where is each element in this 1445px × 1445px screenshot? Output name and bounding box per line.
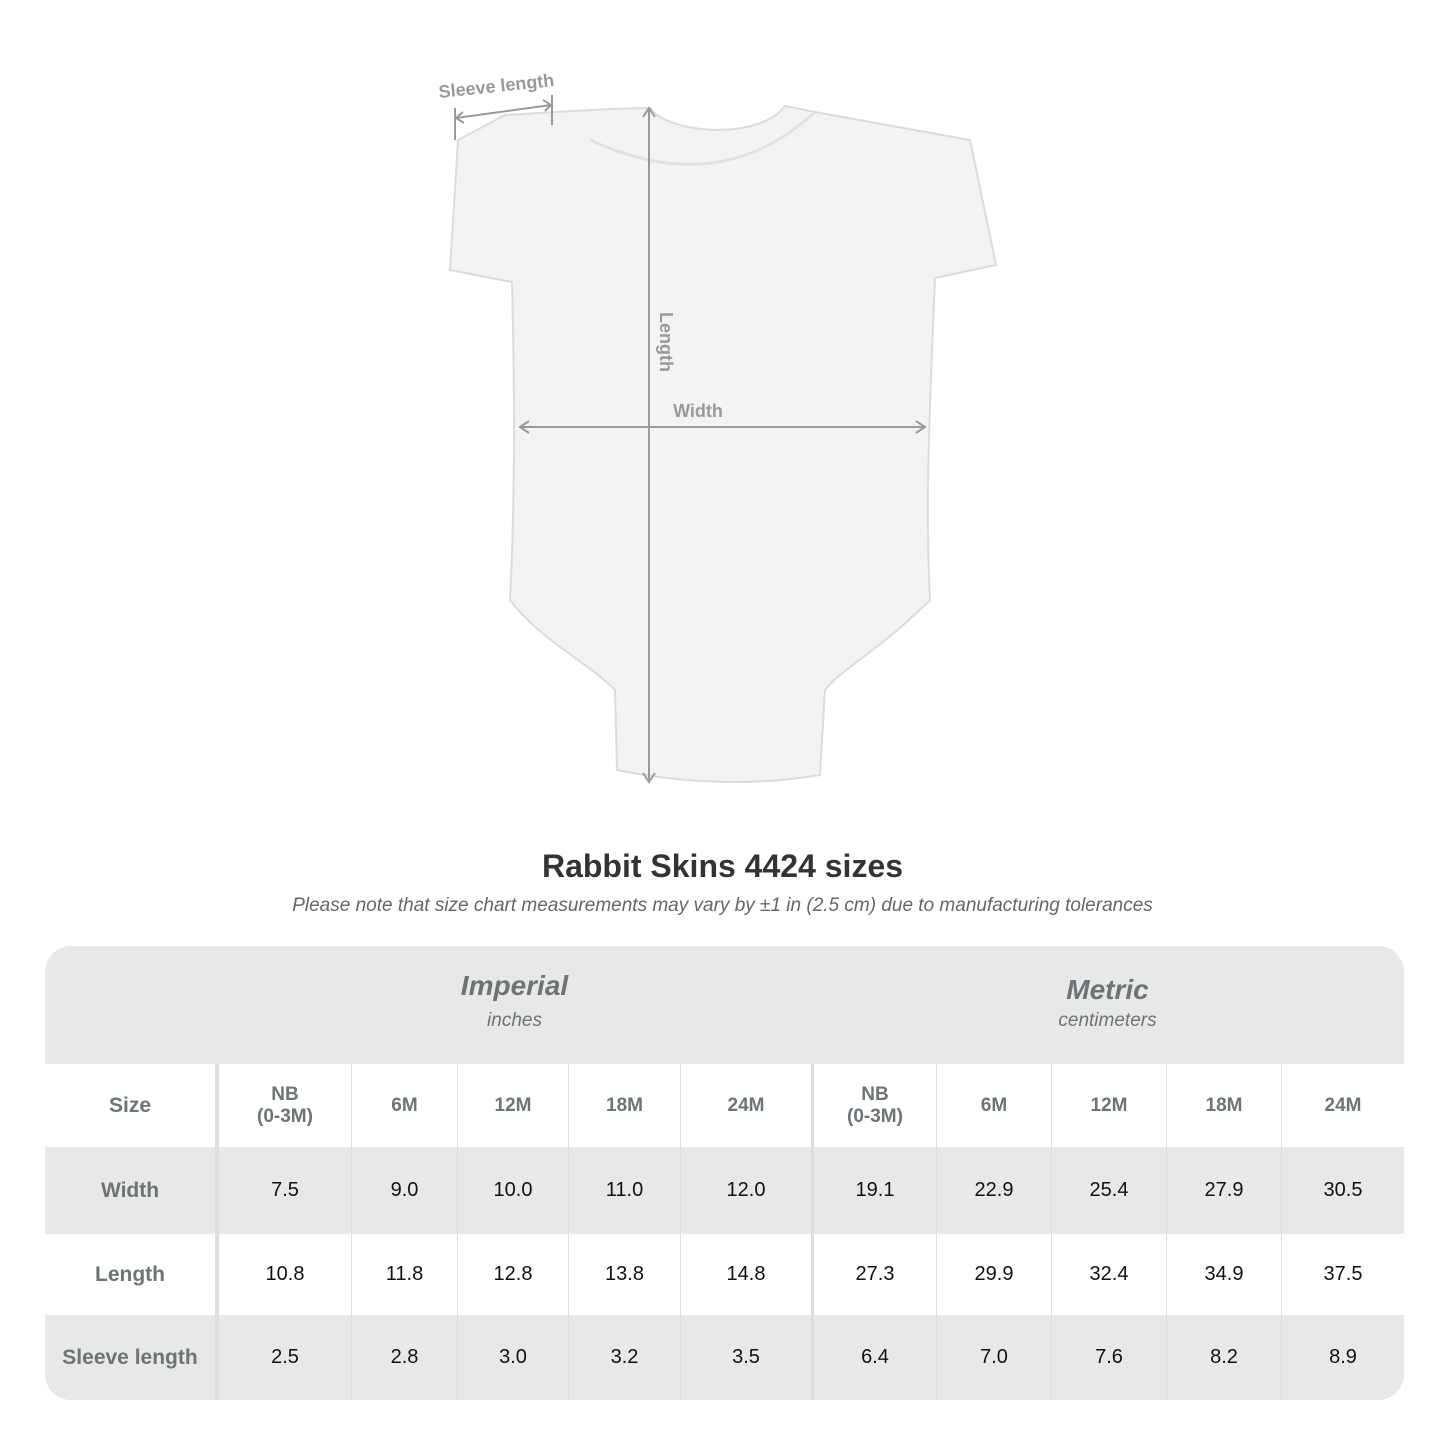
measurement-cell: 30.5 [1281,1147,1404,1234]
metric-title: Metric [1066,974,1149,1005]
measurement-cell: 13.8 [568,1234,680,1315]
metric-unit: centimeters [1058,1010,1157,1031]
measurement-cell: 11.8 [351,1234,457,1315]
size-column-header: NB (0-3M) [218,1064,351,1147]
size-column-header: NB (0-3M) [811,1064,936,1147]
size-column-header: 24M [680,1064,811,1147]
length-arrow [642,106,656,784]
measurement-cell: 29.9 [936,1234,1051,1315]
measurement-cell: 12.0 [680,1147,811,1234]
row-label: Size [45,1064,218,1147]
size-table: Imperial inches Metric centimeters Size N… [45,946,1404,1400]
measurement-cell: 3.2 [568,1315,680,1400]
measurement-cell: 6.4 [811,1315,936,1400]
metric-header: Metric centimeters [811,946,1404,1064]
measurement-cell: 37.5 [1281,1234,1404,1315]
measurement-cell: 7.6 [1051,1315,1166,1400]
page-title: Rabbit Skins 4424 sizes [541,848,904,884]
measurement-cell: 3.0 [457,1315,568,1400]
measurement-cell: 27.3 [811,1234,936,1315]
size-column-header: 6M [936,1064,1051,1147]
measurement-cell: 8.9 [1281,1315,1404,1400]
measurement-cell: 25.4 [1051,1147,1166,1234]
width-arrow [518,420,927,434]
measurement-cell: 22.9 [936,1147,1051,1234]
measurement-cell: 10.8 [218,1234,351,1315]
row-label: Length [45,1234,218,1315]
size-header-row: Size NB (0-3M) 6M 12M 18M 24M NB (0-3M) 6M 12M 18… [45,1064,1404,1147]
size-column-header: 24M [1281,1064,1404,1147]
measurement-cell: 19.1 [811,1147,936,1234]
size-column-header: 18M [568,1064,680,1147]
size-column-header: 18M [1166,1064,1281,1147]
table-row: Sleeve length 2.5 2.8 3.0 3.2 3.5 6.4 7.0 7.6 8.2… [45,1315,1404,1400]
bodysuit-diagram: Sleeve length Length Width [438,70,998,784]
row-label: Width [45,1147,218,1234]
sleeve-length-label: Sleeve length [438,70,556,102]
measurement-cell: 7.0 [936,1315,1051,1400]
measurement-cell: 7.5 [218,1147,351,1234]
sleeve-arrow [454,95,553,140]
length-label: Length [656,312,676,372]
width-label: Width [673,401,723,421]
bodysuit-image [448,104,998,783]
measurement-cell: 32.4 [1051,1234,1166,1315]
measurement-cell: 34.9 [1166,1234,1281,1315]
measurement-cell: 27.9 [1166,1147,1281,1234]
size-column-header: 12M [457,1064,568,1147]
table-row: Length 10.8 11.8 12.8 13.8 14.8 27.3 29.9 32.4 34… [45,1234,1404,1315]
tolerance-note: Please note that size chart measurements… [292,895,1153,916]
measurement-cell: 9.0 [351,1147,457,1234]
measurement-cell: 10.0 [457,1147,568,1234]
imperial-title: Imperial [460,970,569,1001]
row-label: Sleeve length [45,1315,218,1400]
measurement-cell: 11.0 [568,1147,680,1234]
size-column-header: 6M [351,1064,457,1147]
size-column-header: 12M [1051,1064,1166,1147]
imperial-header: Imperial inches [218,946,811,1064]
measurement-cell: 8.2 [1166,1315,1281,1400]
measurement-cell: 12.8 [457,1234,568,1315]
imperial-unit: inches [487,1010,542,1031]
measurement-cell: 3.5 [680,1315,811,1400]
measurement-cell: 2.8 [351,1315,457,1400]
measurement-cell: 2.5 [218,1315,351,1400]
table-row: Width 7.5 9.0 10.0 11.0 12.0 19.1 22.9 25.4 27.9 3… [45,1147,1404,1234]
measurement-cell: 14.8 [680,1234,811,1315]
